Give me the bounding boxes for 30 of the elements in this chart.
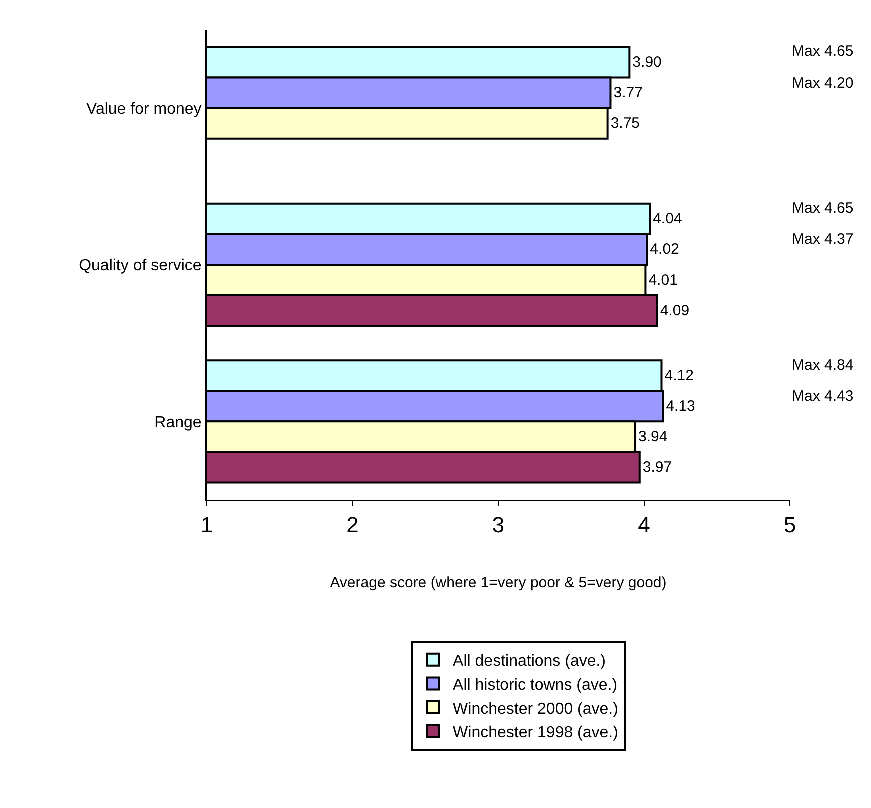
legend-label: All historic towns (ave.)	[453, 676, 618, 694]
data-label: 4.02	[650, 241, 680, 258]
data-label: 3.94	[638, 428, 668, 446]
text: Max 4.20	[792, 75, 854, 92]
text: Max 4.65	[792, 200, 854, 217]
x-tick-label: 4	[638, 512, 650, 538]
text: Max 4.65	[792, 43, 854, 60]
text: Max 4.84	[792, 357, 854, 374]
legend-label: Winchester 1998 (ave.)	[453, 724, 618, 742]
y-tick-label: Quality of service	[79, 258, 202, 275]
data-label: 3.75	[610, 115, 640, 132]
text: Max 4.43	[792, 388, 854, 405]
data-label: 4.13	[666, 398, 696, 415]
y-tick-label: Range	[154, 414, 202, 432]
x-tick-label: 5	[784, 512, 796, 538]
data-label: 4.09	[660, 302, 690, 320]
legend-label: Winchester 2000 (ave.)	[453, 700, 618, 718]
legend-label: All destinations (ave.)	[453, 653, 606, 670]
x-tick-label: 2	[346, 512, 359, 538]
data-label: 3.97	[642, 458, 672, 476]
x-tick-label: 3	[492, 512, 505, 538]
data-label: 3.90	[632, 54, 662, 72]
data-label: 4.12	[664, 367, 694, 384]
x-tick-label: 1	[200, 512, 214, 538]
data-label: 4.01	[648, 272, 678, 289]
text: Max 4.37	[792, 231, 854, 248]
data-label: 3.77	[614, 84, 643, 102]
y-tick-label: Value for money	[86, 100, 202, 118]
x-axis-title: Average score (where 1=very poor & 5=very good)	[330, 574, 667, 592]
data-label: 4.04	[653, 210, 682, 228]
